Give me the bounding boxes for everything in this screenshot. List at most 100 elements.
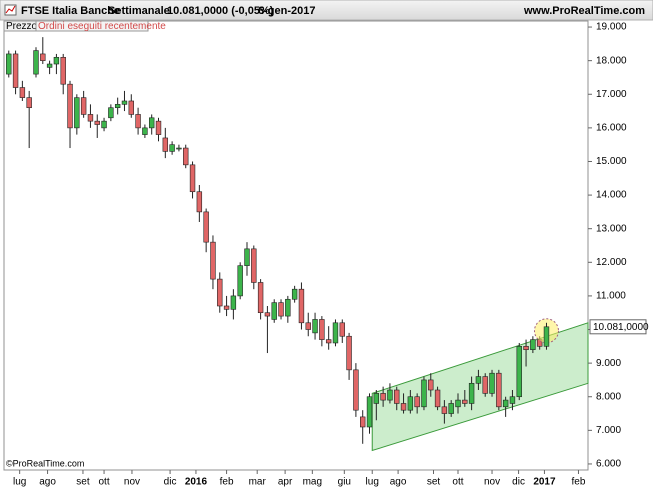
date: 6-gen-2017 <box>258 5 315 17</box>
candle-body <box>169 144 175 152</box>
candle-body <box>183 147 189 166</box>
candle-body <box>407 396 414 411</box>
x-tick-label: lug <box>13 477 26 488</box>
candle-body <box>114 104 121 109</box>
candle-body <box>12 53 19 88</box>
candle-body <box>387 389 393 401</box>
x-tick-label: set <box>76 477 90 488</box>
candle-body <box>489 372 495 394</box>
y-tick-label: 19.000 <box>596 22 627 33</box>
candle-body <box>142 127 148 135</box>
candle-body <box>121 100 128 105</box>
header-bar <box>0 0 653 21</box>
plot <box>6 37 589 452</box>
candle-body <box>128 100 134 115</box>
candle-body <box>60 56 66 85</box>
candle-body <box>394 389 400 404</box>
candle-body <box>108 107 114 119</box>
candle-body <box>46 63 53 68</box>
candle-body <box>421 379 427 408</box>
candle-body <box>509 396 516 404</box>
x-tick-label: lug <box>366 477 379 488</box>
x-tick-label: nov <box>484 477 500 488</box>
candle-body <box>400 403 407 411</box>
candle-body <box>251 248 257 283</box>
x-tick-label: feb <box>572 477 586 488</box>
candle-body <box>135 114 141 129</box>
orders-box[interactable] <box>35 20 149 32</box>
candle-body <box>101 120 107 129</box>
y-tick-label: 16.000 <box>596 123 627 134</box>
y-tick-label: 8.000 <box>596 391 621 402</box>
x-tick-label: ott <box>452 477 463 488</box>
y-tick-label: 6.000 <box>596 459 621 470</box>
copyright: ©ProRealTime.com <box>6 458 84 468</box>
candle-body <box>271 302 277 320</box>
y-tick-label: 7.000 <box>596 425 621 436</box>
x-tick-label: apr <box>278 477 293 488</box>
plot-frame <box>3 20 589 471</box>
x-tick-label: dic <box>512 477 525 488</box>
candle-body <box>223 305 230 310</box>
candle-body <box>325 339 332 344</box>
x-tick-label: set <box>427 477 441 488</box>
candle-body <box>305 322 311 330</box>
x-tick-label: nov <box>124 477 140 488</box>
candle-body <box>203 211 209 243</box>
candle-body <box>502 399 509 408</box>
candle-body <box>162 137 169 152</box>
y-tick-label: 11.000 <box>596 291 626 302</box>
candle-body <box>380 393 386 401</box>
candle-body <box>278 302 284 317</box>
candle-body <box>26 97 32 109</box>
panel-label: Prezzo <box>6 21 38 32</box>
x-tick-label: mar <box>249 477 267 488</box>
candle-body <box>257 282 264 314</box>
last-value-label: 10.081,0000 <box>593 322 649 333</box>
x-tick-label: ago <box>390 477 407 488</box>
site: www.ProRealTime.com <box>523 5 645 17</box>
candle-body <box>94 120 100 125</box>
candle-body <box>428 379 434 391</box>
y-tick-label: 15.000 <box>596 156 627 167</box>
candle-body <box>6 53 12 75</box>
candle-body <box>87 114 94 122</box>
candle-body <box>189 164 196 193</box>
x-tick-label: dic <box>164 477 177 488</box>
candle-body <box>353 369 359 411</box>
chart-title: FTSE Italia Banche <box>21 5 120 17</box>
candle-body <box>237 265 243 297</box>
candle-body <box>210 241 216 280</box>
x-tick-label: 2017 <box>533 477 556 488</box>
candle-body <box>196 191 203 213</box>
candle-body <box>244 248 250 266</box>
header-icon <box>4 4 17 16</box>
candle-body <box>496 372 502 408</box>
y-tick-label: 14.000 <box>596 190 627 201</box>
candle-body <box>339 322 345 337</box>
candle-body <box>468 382 475 404</box>
x-tick-label: 2016 <box>185 477 208 488</box>
candle-body <box>455 399 461 408</box>
trend-channel <box>371 322 589 452</box>
candle-body <box>155 120 162 135</box>
y-tick-label: 13.000 <box>596 223 627 234</box>
y-tick-label: 12.000 <box>596 257 627 268</box>
candle-body <box>543 326 550 347</box>
candle-body <box>482 376 488 394</box>
candle-body <box>441 406 448 414</box>
candle-body <box>53 56 60 65</box>
x-tick-label: ago <box>39 477 56 488</box>
y-tick-label: 9.000 <box>596 358 621 369</box>
candle-body <box>530 339 536 350</box>
orders-label[interactable]: Ordini eseguiti recentemente <box>38 21 166 32</box>
candle-body <box>285 298 291 317</box>
candle-body <box>19 87 26 98</box>
candle-body <box>516 346 522 398</box>
candle-body <box>448 403 454 414</box>
last-value-box <box>589 319 647 335</box>
y-tick-label: 17.000 <box>596 89 627 100</box>
candle-body <box>475 376 482 384</box>
